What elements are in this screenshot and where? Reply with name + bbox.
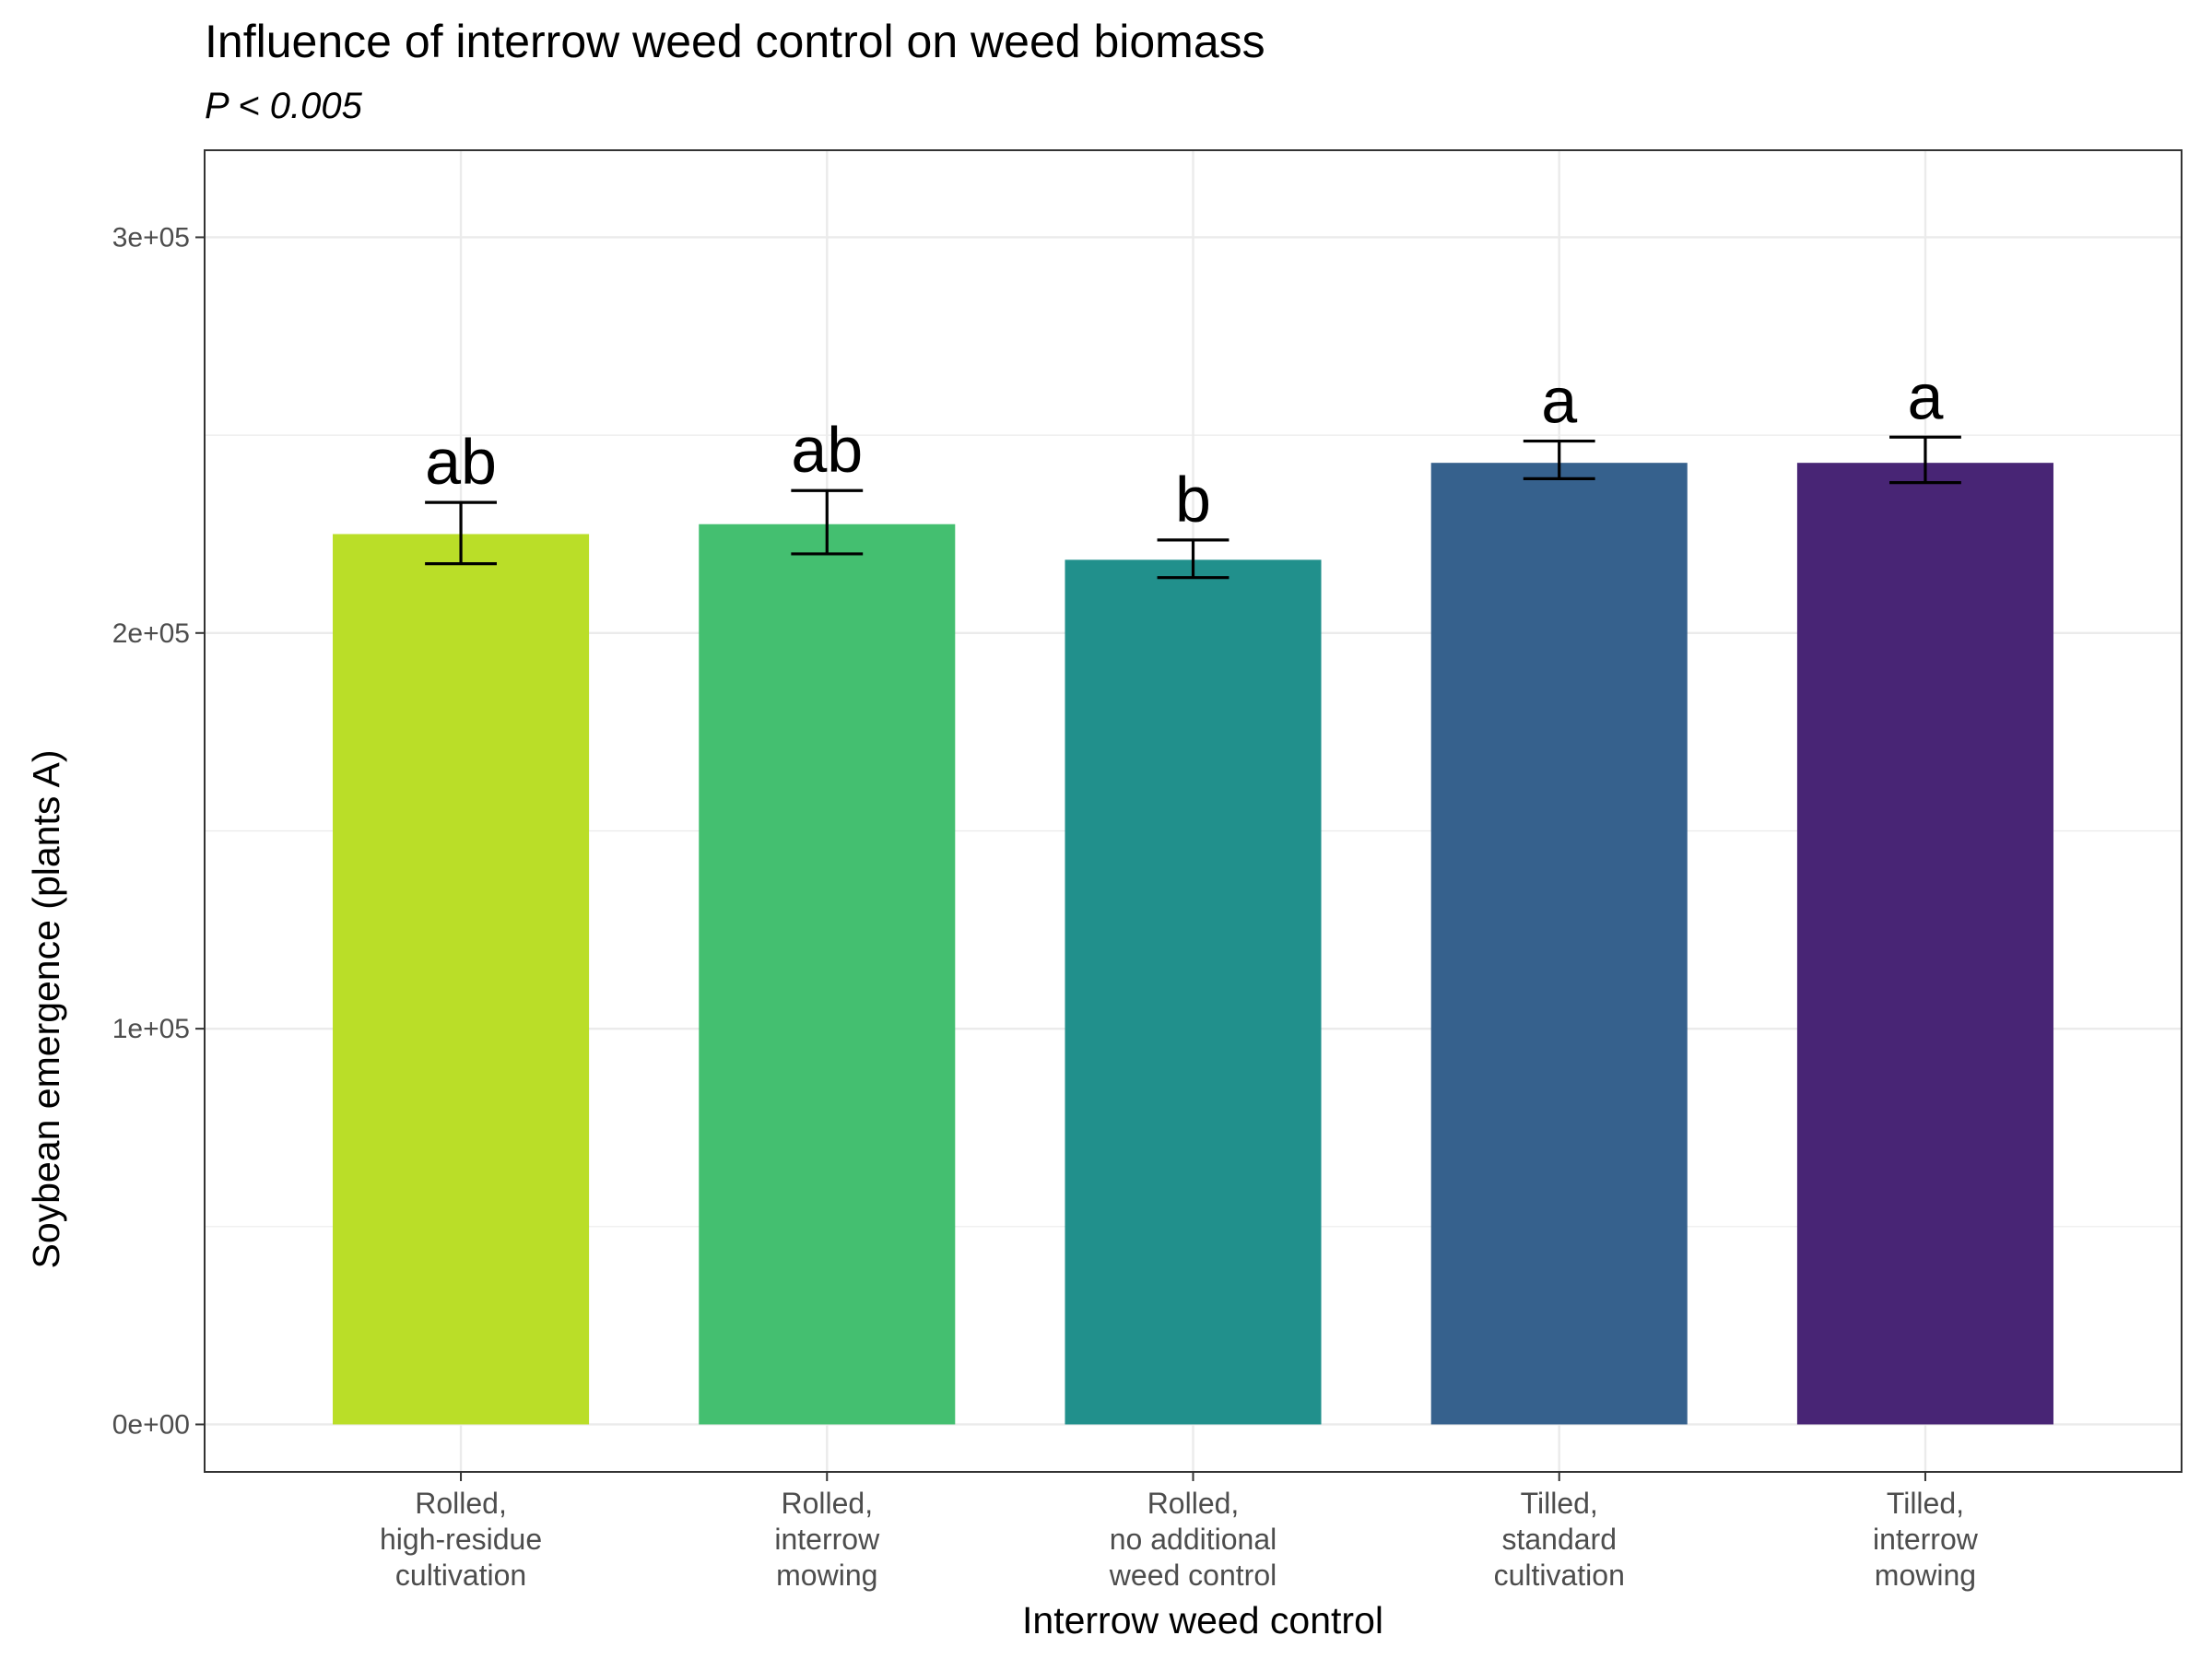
bar xyxy=(1796,463,2053,1425)
x-tick-label-line: Tilled, xyxy=(1887,1487,1964,1520)
x-tick-label: Rolled, high-residue cultivation xyxy=(380,1487,542,1592)
x-tick-label-line: Tilled, xyxy=(1521,1487,1598,1520)
x-tick-label-line: no additional xyxy=(1110,1523,1277,1556)
x-tick-label-line: standard xyxy=(1501,1523,1617,1556)
x-tick-label: Rolled, interrow mowing xyxy=(774,1487,880,1592)
x-tick-label-line: Rolled, xyxy=(415,1487,507,1520)
y-tick-label: 3e+05 xyxy=(112,222,190,253)
x-axis-title: Interrow weed control xyxy=(1022,1599,1383,1641)
x-tick-label-line: interrow xyxy=(1873,1523,1979,1556)
error-bars xyxy=(425,435,1961,580)
bar xyxy=(1065,559,1322,1425)
x-tick-label-line: high-residue xyxy=(380,1523,542,1556)
group-letters: ab ab b a a xyxy=(425,360,1943,535)
x-tick-label-line: Rolled, xyxy=(1147,1487,1240,1520)
group-letter: b xyxy=(1175,464,1211,535)
x-tick-label-line: mowing xyxy=(1875,1559,1976,1592)
bar xyxy=(1430,463,1688,1425)
x-tick-label: Tilled, standard cultivation xyxy=(1494,1487,1625,1592)
x-tick-label-line: Rolled, xyxy=(781,1487,873,1520)
x-tick-label-line: cultivation xyxy=(395,1559,526,1592)
group-letter: ab xyxy=(425,426,497,498)
y-tick-label: 1e+05 xyxy=(112,1014,190,1044)
group-letter: ab xyxy=(791,414,863,486)
group-letter: a xyxy=(1907,360,1943,432)
x-tick-label-line: cultivation xyxy=(1494,1559,1625,1592)
bar xyxy=(333,534,590,1425)
x-tick-label: Rolled, no additional weed control xyxy=(1109,1487,1277,1592)
x-tick-label-line: mowing xyxy=(776,1559,877,1592)
y-tick-label: 2e+05 xyxy=(112,618,190,649)
y-axis: 0e+00 1e+05 2e+05 3e+05 xyxy=(112,222,205,1440)
x-tick-label-line: weed control xyxy=(1109,1559,1277,1592)
x-tick-label-line: interrow xyxy=(774,1523,880,1556)
chart-subtitle: P < 0.005 xyxy=(205,86,363,126)
chart-title: Influence of interrow weed control on we… xyxy=(205,16,1265,67)
y-axis-title: Soybean emergence (plants A) xyxy=(25,750,67,1269)
bars xyxy=(333,463,2053,1425)
y-tick-label: 0e+00 xyxy=(112,1409,190,1440)
x-tick-label: Tilled, interrow mowing xyxy=(1873,1487,1979,1592)
group-letter: a xyxy=(1541,365,1577,437)
bar xyxy=(699,524,956,1425)
